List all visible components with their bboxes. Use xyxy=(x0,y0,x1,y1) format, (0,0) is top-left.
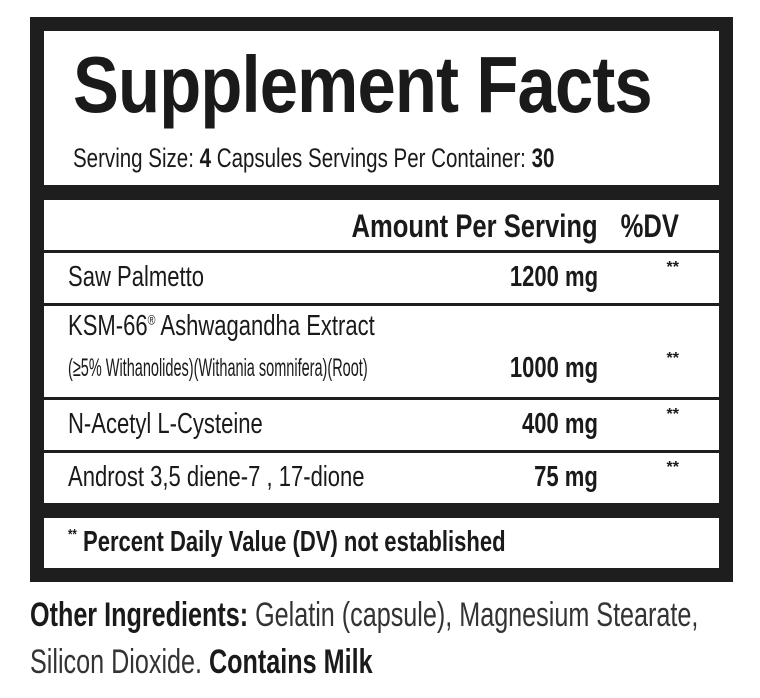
servings-per-container-value: 30 xyxy=(531,143,555,173)
ingredient-amount: 1000 mg xyxy=(509,352,598,384)
ingredient-name: N-Acetyl L-Cysteine xyxy=(68,408,263,440)
ingredient-name: Saw Palmetto xyxy=(68,261,204,293)
ingredient-row: Saw Palmetto 1200 mg ** xyxy=(44,253,719,303)
header-row: Amount Per Serving %DV xyxy=(44,200,719,250)
serving-size-label: Serving Size: xyxy=(73,143,194,173)
amount-header: Amount Per Serving xyxy=(351,208,598,244)
ingredient-row: Androst 3,5 diene-7 , 17-dione 75 mg ** xyxy=(44,453,719,503)
other-ingredients-text-2: Silicon Dioxide. xyxy=(30,643,203,681)
serving-size-value: 4 xyxy=(199,143,212,173)
other-ingredients-line1: Other Ingredients: Gelatin (capsule), Ma… xyxy=(30,596,698,635)
ingredient-name: KSM-66® Ashwagandha Extract xyxy=(68,310,375,343)
serving-size-unit: Capsules xyxy=(216,143,303,173)
other-ingredients-label: Other Ingredients: xyxy=(30,596,249,634)
allergen-statement: Contains Milk xyxy=(209,643,373,681)
footnote-stars: ** xyxy=(68,526,77,543)
other-ingredients-text: Gelatin (capsule), Magnesium Stearate, xyxy=(255,596,699,634)
ingredient-row: KSM-66® Ashwagandha Extract (≥5% Withano… xyxy=(44,306,719,397)
ingredient-dv: ** xyxy=(666,459,679,476)
footnote: ** Percent Daily Value (DV) not establis… xyxy=(68,526,506,559)
ingredient-row: N-Acetyl L-Cysteine 400 mg ** xyxy=(44,400,719,450)
other-ingredients-line2: Silicon Dioxide. Contains Milk xyxy=(30,643,373,682)
footnote-row: ** Percent Daily Value (DV) not establis… xyxy=(44,518,719,568)
footnote-text: Percent Daily Value (DV) not established xyxy=(83,526,506,558)
servings-per-container-label: Servings Per Container: xyxy=(308,143,526,173)
ingredient-dv: ** xyxy=(666,350,679,367)
ingredient-dv: ** xyxy=(666,259,679,276)
dv-header: %DV xyxy=(620,208,679,244)
ingredient-amount: 75 mg xyxy=(534,461,598,493)
ingredient-amount: 400 mg xyxy=(522,408,598,440)
title-section: Supplement Facts Serving Size: 4 Capsule… xyxy=(44,31,719,185)
supplement-facts-panel: Supplement Facts Serving Size: 4 Capsule… xyxy=(30,17,733,582)
serving-info: Serving Size: 4 Capsules Servings Per Co… xyxy=(73,143,554,174)
ingredient-detail: (≥5% Withanolides)(Withania somnifera)(R… xyxy=(68,354,368,382)
ingredient-name-main: KSM-66 xyxy=(68,310,148,342)
ingredient-name-rest: Ashwagandha Extract xyxy=(155,310,375,342)
title: Supplement Facts xyxy=(73,40,653,129)
ingredient-dv: ** xyxy=(666,406,679,423)
ingredient-amount: 1200 mg xyxy=(509,261,598,293)
ingredient-name: Androst 3,5 diene-7 , 17-dione xyxy=(68,461,365,493)
registered-mark: ® xyxy=(147,311,156,328)
